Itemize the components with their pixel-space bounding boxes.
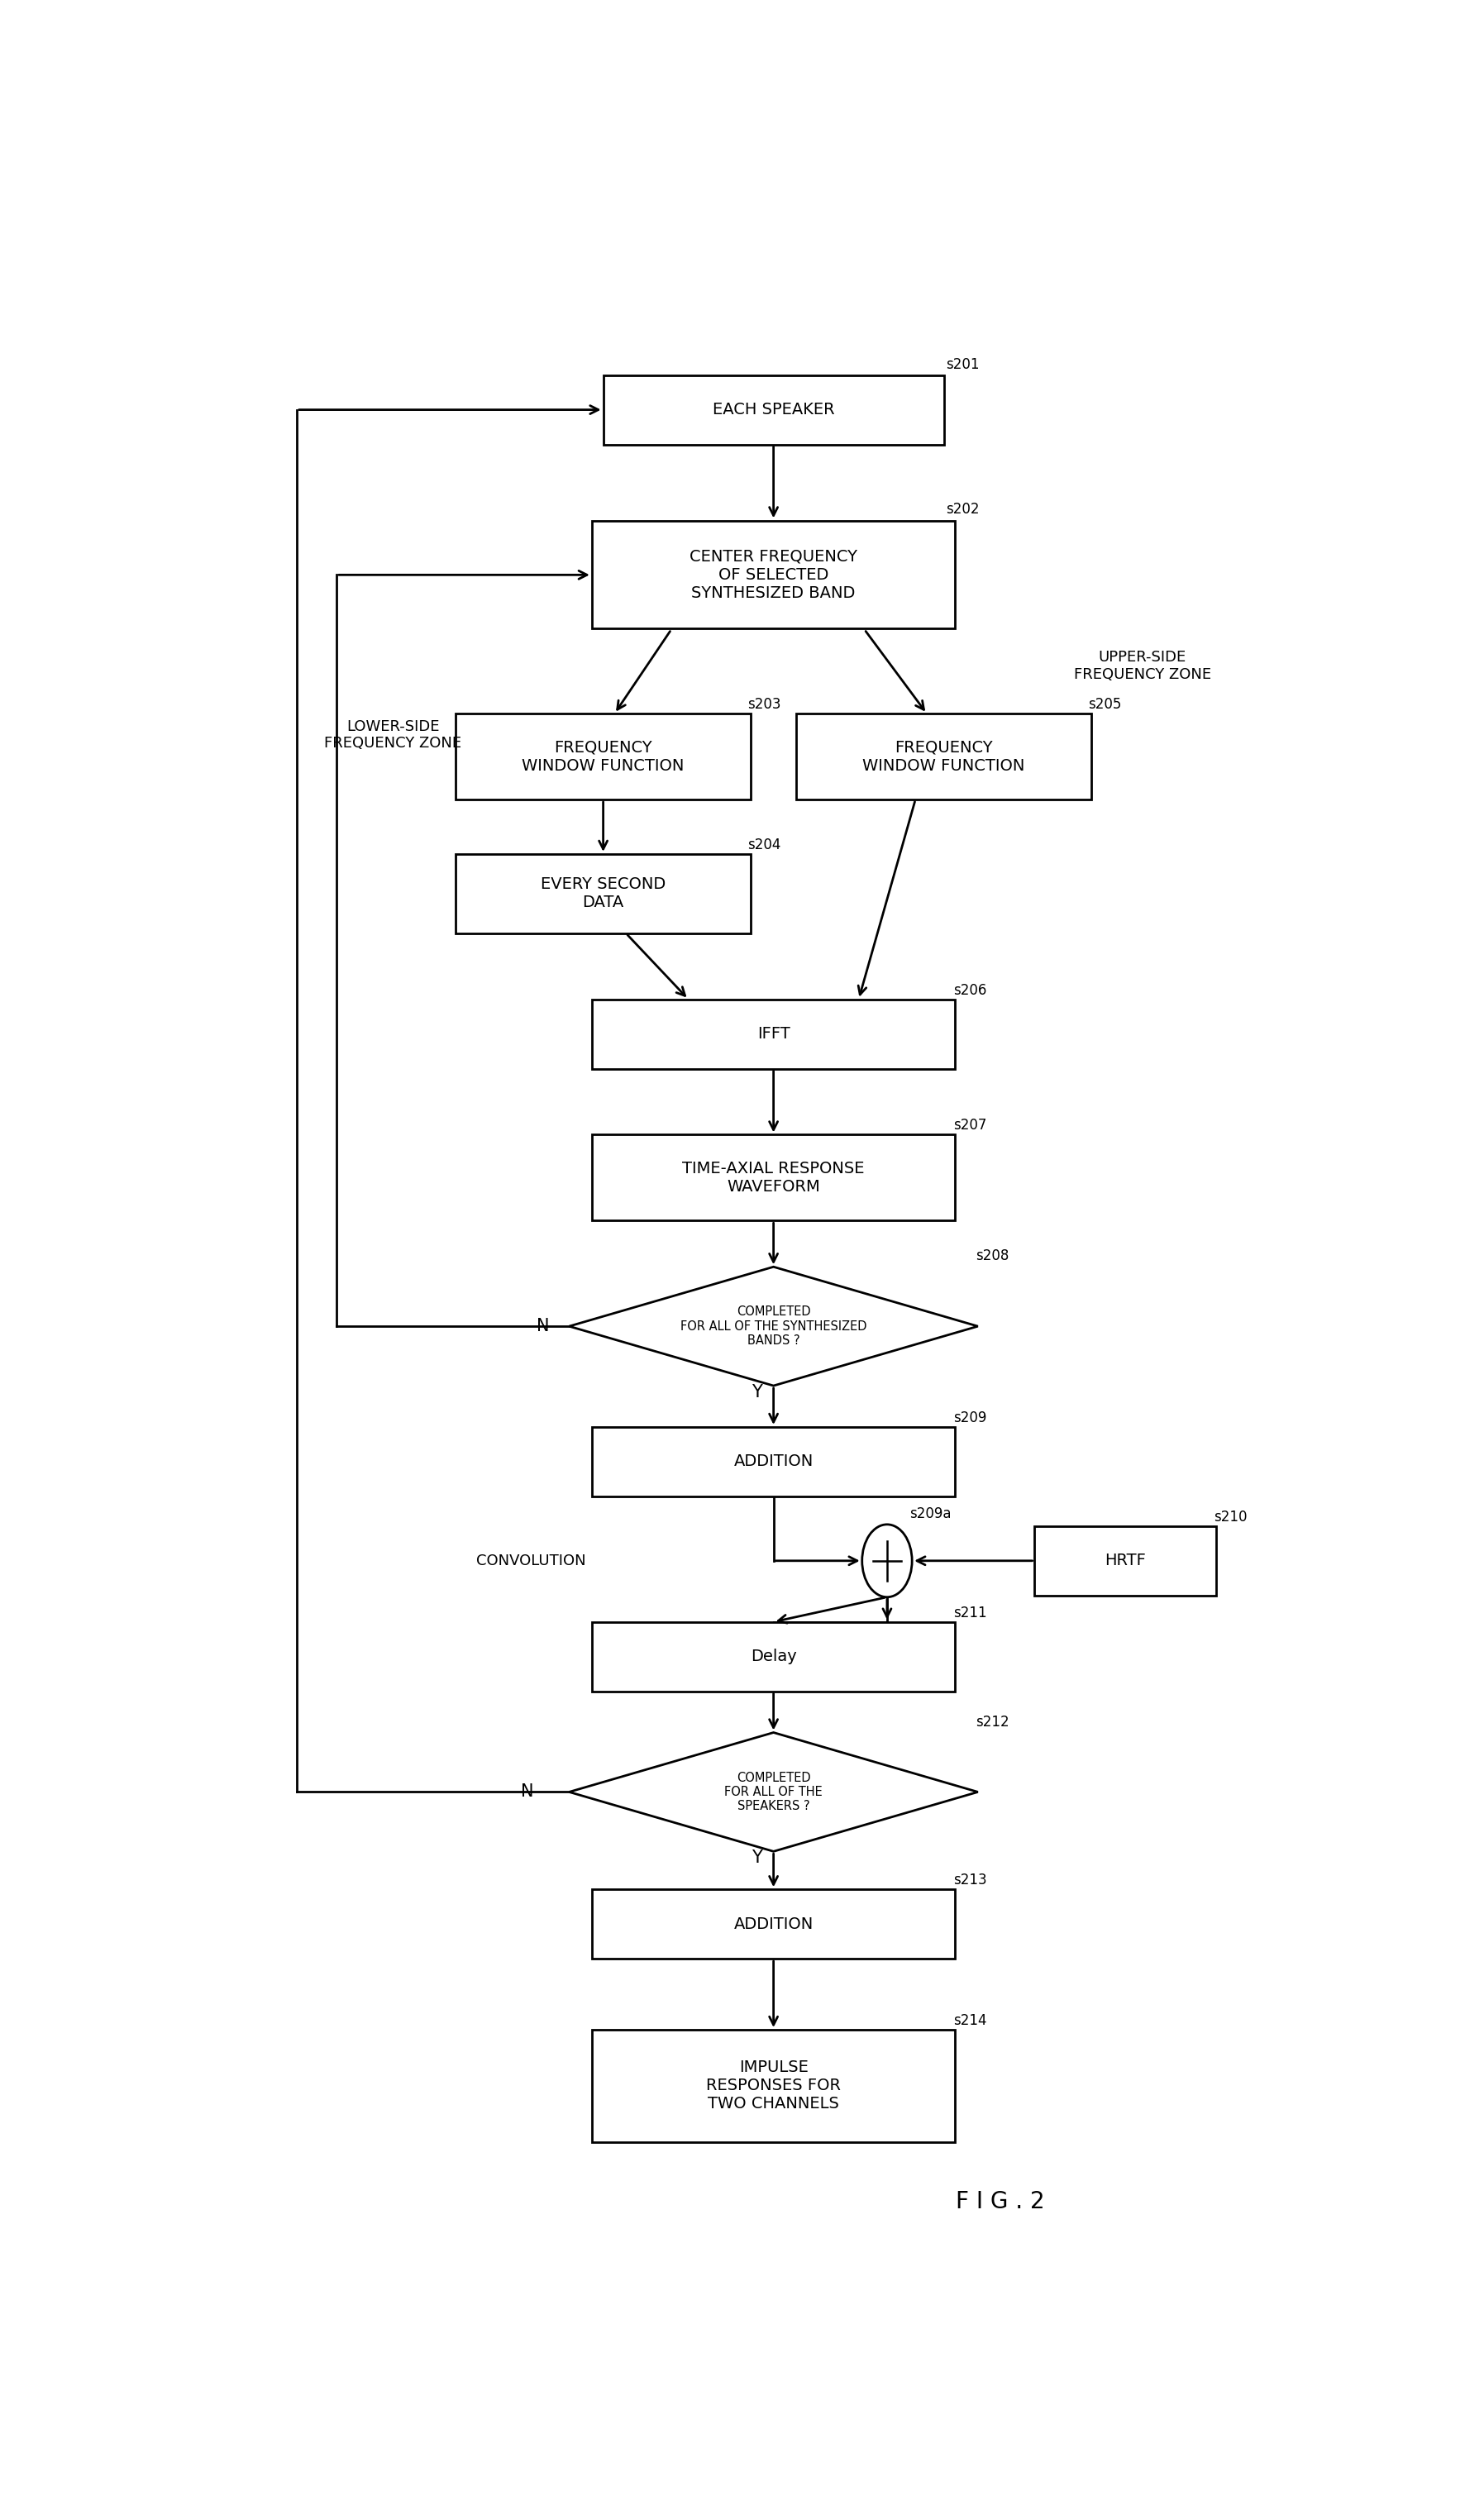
Text: N: N (536, 1318, 549, 1336)
Text: FREQUENCY
WINDOW FUNCTION: FREQUENCY WINDOW FUNCTION (863, 738, 1025, 774)
Bar (456, 854, 750, 932)
Text: s204: s204 (747, 837, 781, 852)
Text: Delay: Delay (750, 1648, 797, 1663)
Text: s210: s210 (1214, 1509, 1248, 1525)
Text: CENTER FREQUENCY
OF SELECTED
SYNTHESIZED BAND: CENTER FREQUENCY OF SELECTED SYNTHESIZED… (690, 549, 857, 600)
Text: UPPER-SIDE
FREQUENCY ZONE: UPPER-SIDE FREQUENCY ZONE (1074, 650, 1212, 683)
Polygon shape (568, 1734, 977, 1852)
Bar (1034, 1527, 1216, 1595)
Text: s209a: s209a (910, 1507, 951, 1522)
Text: Y: Y (752, 1850, 762, 1867)
Text: s208: s208 (976, 1247, 1009, 1263)
Text: s205: s205 (1088, 698, 1121, 713)
Text: s209: s209 (952, 1411, 986, 1426)
Text: ADDITION: ADDITION (734, 1454, 813, 1469)
Text: N: N (520, 1784, 533, 1799)
Text: LOWER-SIDE
FREQUENCY ZONE: LOWER-SIDE FREQUENCY ZONE (324, 718, 461, 751)
Bar (592, 2029, 955, 2142)
Text: CONVOLUTION: CONVOLUTION (476, 1552, 586, 1567)
Text: s214: s214 (952, 2013, 986, 2029)
Bar (592, 1623, 955, 1691)
Text: F I G . 2: F I G . 2 (957, 2190, 1045, 2213)
Polygon shape (568, 1268, 977, 1386)
Text: s211: s211 (952, 1605, 986, 1620)
Bar (592, 1000, 955, 1068)
Text: HRTF: HRTF (1105, 1552, 1146, 1567)
Text: FREQUENCY
WINDOW FUNCTION: FREQUENCY WINDOW FUNCTION (522, 738, 684, 774)
Text: s201: s201 (946, 358, 980, 373)
Text: s212: s212 (976, 1714, 1009, 1729)
Text: COMPLETED
FOR ALL OF THE
SPEAKERS ?: COMPLETED FOR ALL OF THE SPEAKERS ? (724, 1772, 823, 1812)
Text: s206: s206 (952, 983, 986, 998)
Text: IFFT: IFFT (757, 1026, 790, 1041)
Bar (592, 522, 955, 627)
Bar (456, 713, 750, 799)
Text: s202: s202 (946, 501, 980, 517)
Text: s207: s207 (952, 1119, 986, 1134)
Text: s203: s203 (747, 698, 781, 713)
Text: EACH SPEAKER: EACH SPEAKER (712, 401, 835, 418)
Bar (592, 1890, 955, 1958)
Bar (797, 713, 1091, 799)
Bar (592, 1426, 955, 1497)
Text: COMPLETED
FOR ALL OF THE SYNTHESIZED
BANDS ?: COMPLETED FOR ALL OF THE SYNTHESIZED BAN… (680, 1305, 867, 1346)
Text: IMPULSE
RESPONSES FOR
TWO CHANNELS: IMPULSE RESPONSES FOR TWO CHANNELS (706, 2059, 841, 2112)
Text: Y: Y (752, 1383, 762, 1401)
Text: ADDITION: ADDITION (734, 1915, 813, 1933)
Bar (604, 375, 943, 444)
Circle shape (861, 1525, 913, 1598)
Text: EVERY SECOND
DATA: EVERY SECOND DATA (541, 877, 665, 910)
Bar (592, 1134, 955, 1220)
Text: TIME-AXIAL RESPONSE
WAVEFORM: TIME-AXIAL RESPONSE WAVEFORM (683, 1162, 864, 1194)
Text: s213: s213 (952, 1872, 986, 1887)
